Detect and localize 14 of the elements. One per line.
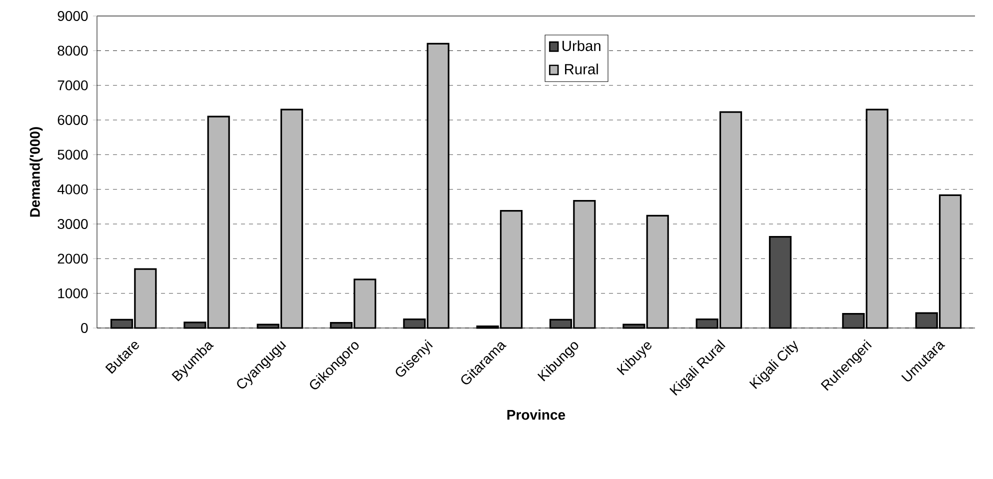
y-tick-label: 8000 — [58, 46, 88, 56]
y-axis-title: Demand('000) — [30, 127, 43, 217]
y-tick-label: 1000 — [58, 288, 88, 298]
y-tick-label: 0 — [81, 323, 88, 333]
y-tick-label: 9000 — [58, 11, 88, 21]
x-axis-title: Province — [507, 410, 566, 420]
y-tick-label: 6000 — [58, 115, 88, 125]
y-tick-label: 5000 — [58, 150, 88, 160]
y-tick-label: 4000 — [57, 184, 88, 194]
y-tick-label: 3000 — [58, 219, 88, 229]
legend-label: Rural — [565, 64, 598, 74]
y-tick-label: 2000 — [58, 254, 88, 264]
y-tick-label: 7000 — [58, 80, 88, 90]
legend-label: Urban — [562, 40, 600, 52]
